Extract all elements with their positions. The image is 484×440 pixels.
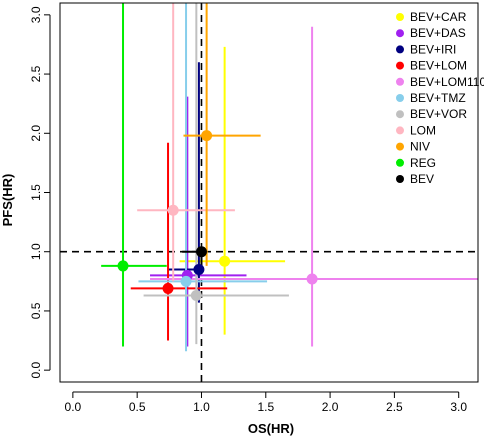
- point-lom: [167, 204, 179, 216]
- plot-marks: [60, 3, 478, 382]
- y-tick-label: 3.0: [29, 6, 43, 23]
- legend-label-niv: NIV: [410, 140, 430, 154]
- point-bev-lom110: [306, 273, 318, 285]
- y-tick-label: 0.5: [29, 302, 43, 319]
- legend-swatch-bev-vor: [396, 110, 404, 119]
- legend-swatch-bev-das: [396, 29, 404, 38]
- point-reg: [117, 260, 129, 272]
- series-bev-tmz: [138, 3, 268, 352]
- legend-swatch-bev-tmz: [396, 94, 404, 102]
- x-tick-label: 3.0: [450, 400, 467, 414]
- legend-swatch-bev-lom110: [396, 77, 404, 86]
- legend-label-bev-tmz: BEV+TMZ: [410, 91, 466, 105]
- x-tick-label: 2.5: [386, 400, 403, 414]
- x-tick-label: 2.0: [322, 400, 339, 414]
- plot-area: [60, 3, 478, 382]
- series-bev-vor: [143, 3, 289, 345]
- legend-label-lom: LOM: [410, 123, 436, 137]
- point-bev-car: [219, 255, 231, 267]
- y-tick-label: 2.0: [29, 125, 43, 142]
- point-niv: [201, 130, 213, 142]
- legend-label-bev-iri: BEV+IRI: [410, 42, 456, 56]
- legend-swatch-lom: [396, 126, 404, 135]
- point-bev-vor: [190, 290, 202, 302]
- point-bev: [195, 246, 207, 258]
- legend-label-bev-lom: BEV+LOM: [410, 59, 467, 73]
- axes: 0.0 0.5 1.0 1.5 2.0 2.5 3.0 0.0 0.5 1.0 1.5 2.0 2.5 3…: [29, 2, 479, 414]
- series-niv: [183, 3, 261, 266]
- legend-swatch-bev-car: [396, 13, 404, 21]
- y-tick-label: 0.0: [29, 361, 43, 378]
- x-tick-label: 0.0: [65, 400, 82, 414]
- legend-label-bev-car: BEV+CAR: [410, 10, 467, 24]
- y-tick-label: 2.5: [29, 65, 43, 82]
- series-bev-lom: [130, 142, 228, 341]
- legend: BEV+CAR BEV+DAS BEV+IRI BEV+LOM BEV+LOM110 BE…: [396, 10, 484, 186]
- x-tick-label: 1.5: [257, 400, 274, 414]
- x-axis-title: OS(HR): [248, 421, 294, 436]
- legend-swatch-niv: [396, 142, 404, 151]
- legend-label-reg: REG: [410, 156, 436, 170]
- legend-label-bev-lom110: BEV+LOM110: [410, 75, 484, 89]
- y-tick-label: 1.5: [29, 184, 43, 201]
- x-tick-label: 1.0: [193, 400, 210, 414]
- legend-swatch-bev: [396, 175, 404, 183]
- x-tick-label: 0.5: [129, 400, 146, 414]
- point-bev-iri: [193, 263, 205, 275]
- series-lom: [137, 3, 235, 282]
- legend-label-bev: BEV: [410, 172, 434, 186]
- point-bev-tmz: [180, 275, 192, 287]
- legend-swatch-bev-lom: [396, 61, 404, 70]
- y-tick-label: 1.0: [29, 243, 43, 260]
- series-reg: [101, 3, 167, 347]
- legend-label-bev-vor: BEV+VOR: [410, 107, 467, 121]
- legend-swatch-bev-iri: [396, 45, 404, 54]
- plot-frame: [59, 2, 479, 383]
- point-bev-lom: [162, 282, 174, 294]
- y-axis-title: PFS(HR): [0, 174, 15, 227]
- legend-label-bev-das: BEV+DAS: [410, 26, 466, 40]
- legend-swatch-reg: [396, 158, 404, 167]
